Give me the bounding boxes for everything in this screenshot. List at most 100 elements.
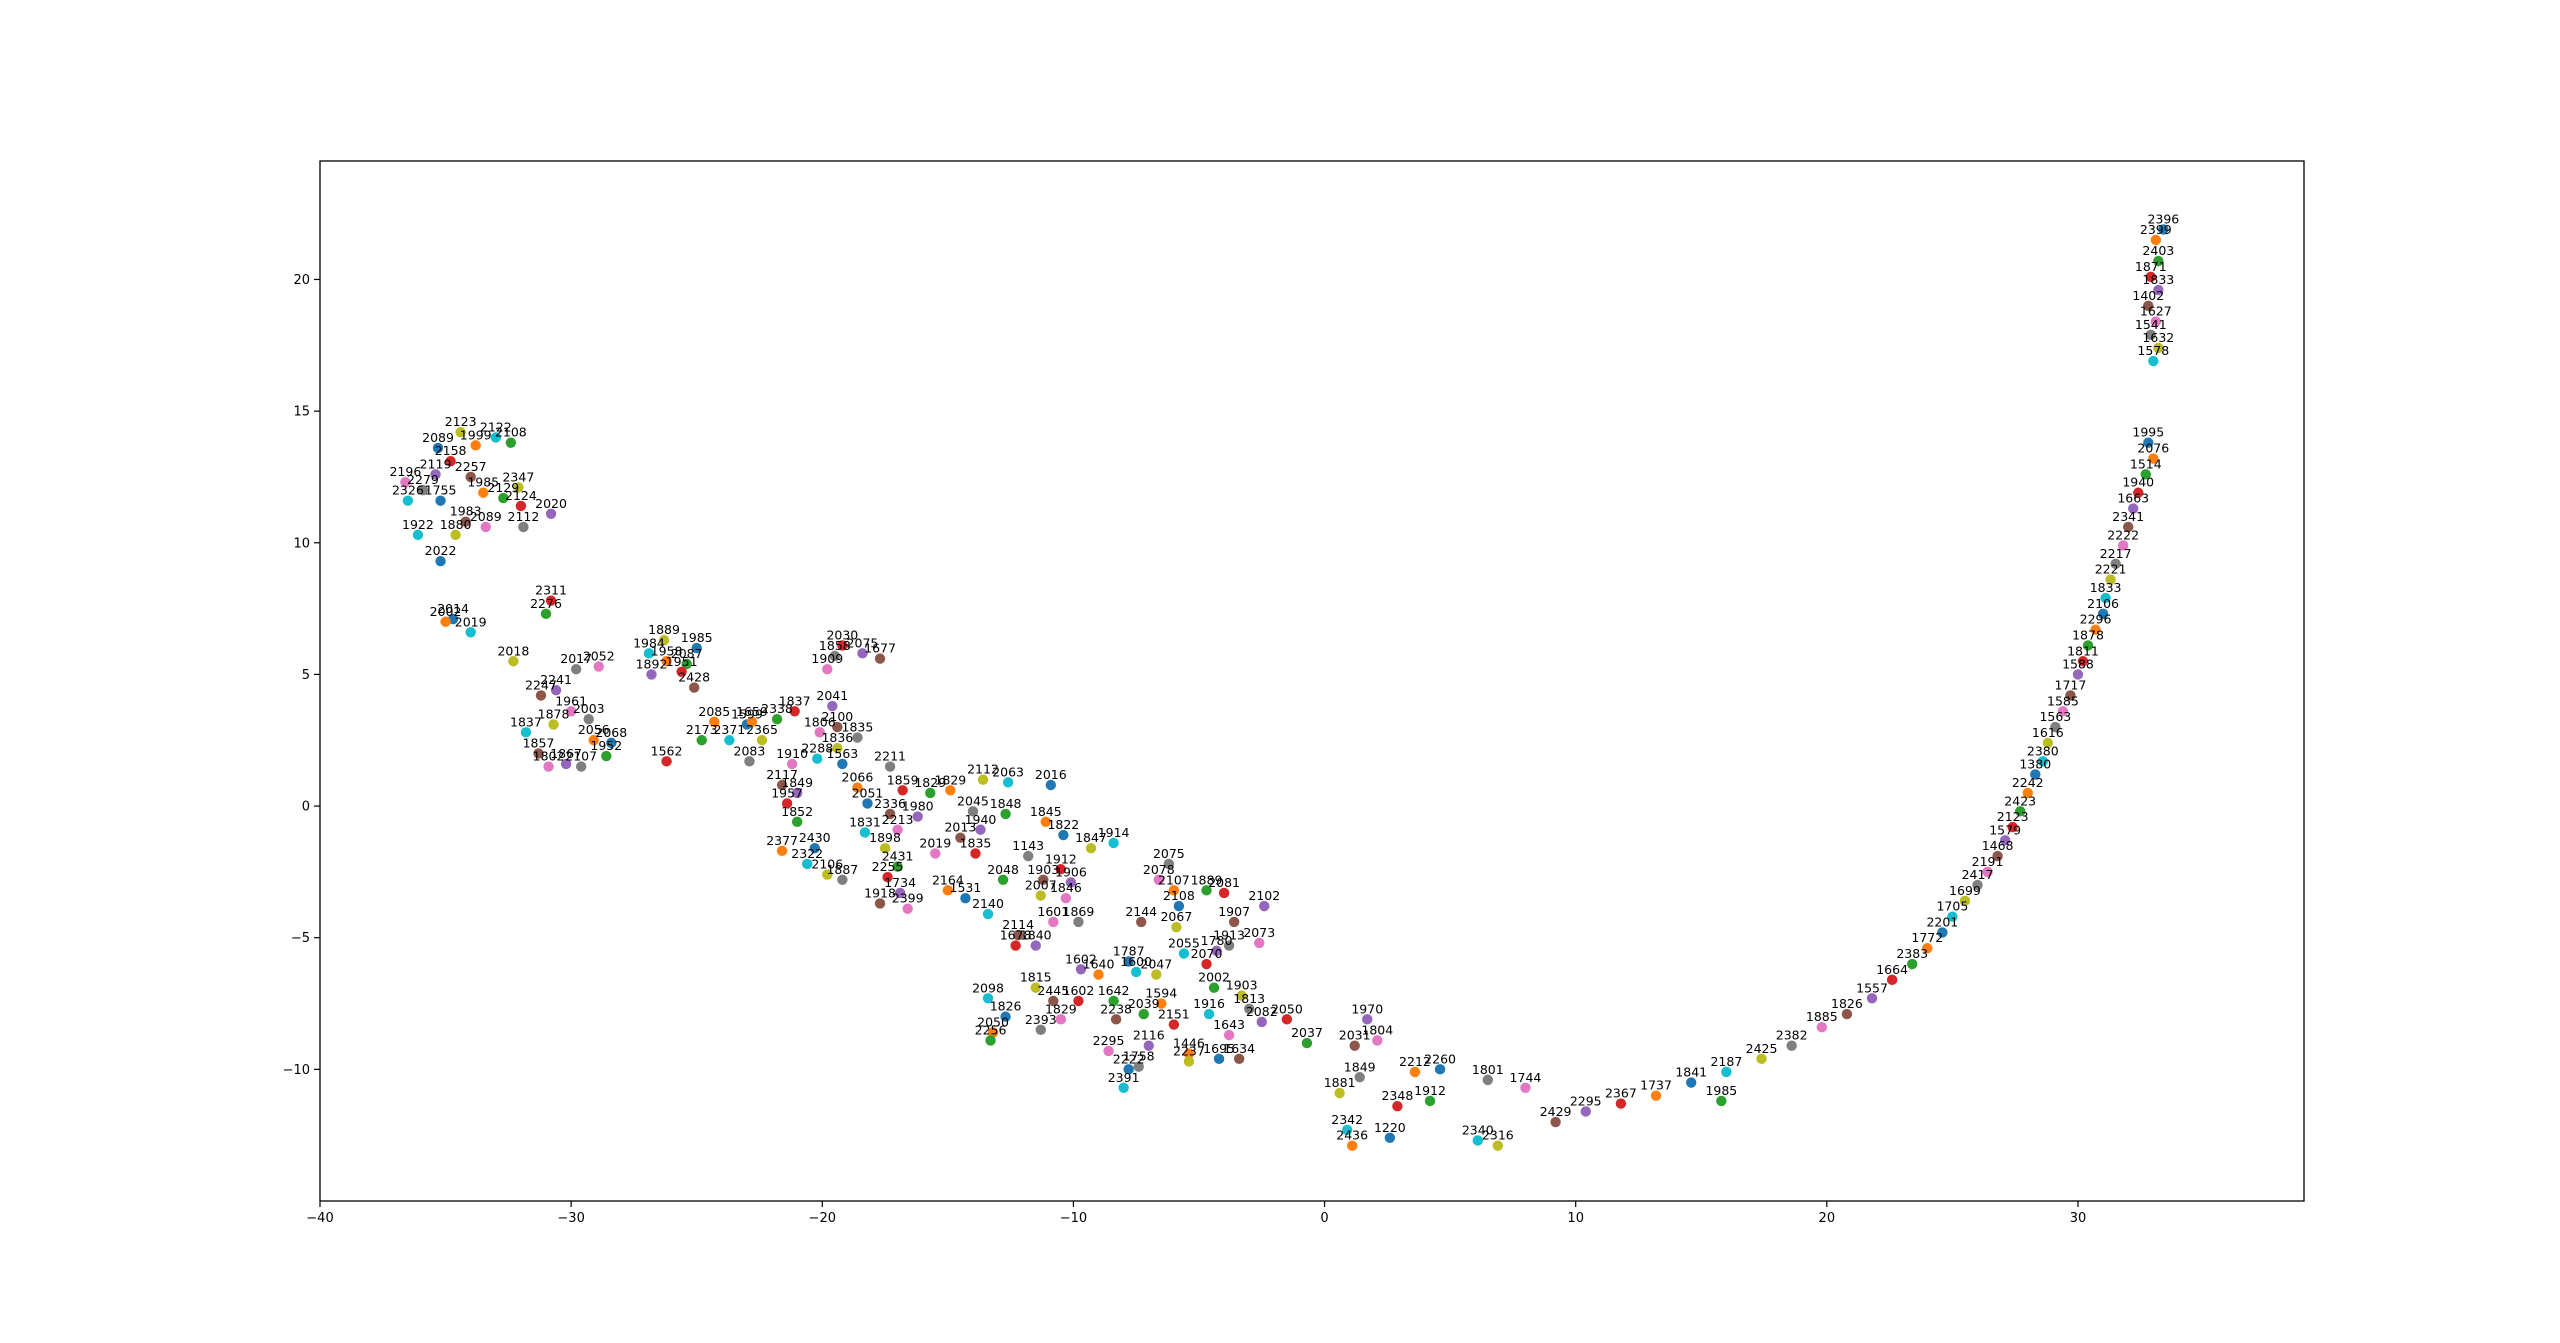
- data-point-label: 2016: [1035, 767, 1067, 782]
- data-point: [789, 706, 800, 717]
- data-point-label: 1826: [990, 999, 1022, 1014]
- data-point-label: 1912: [1414, 1083, 1446, 1098]
- data-point: [400, 477, 411, 488]
- data-point-label: 2124: [505, 488, 537, 503]
- data-point: [1163, 858, 1175, 870]
- data-point-label: 1909: [811, 651, 843, 666]
- data-point: [822, 869, 833, 880]
- data-point-label: 2002: [430, 604, 462, 619]
- data-point: [892, 861, 903, 872]
- data-point: [2153, 342, 2164, 354]
- data-point: [1138, 1008, 1149, 1020]
- data-point: [852, 782, 863, 793]
- data-point-label: 2066: [842, 770, 874, 785]
- data-point: [1349, 1040, 1360, 1051]
- data-point: [570, 663, 582, 675]
- data-point: [1030, 940, 1041, 951]
- data-point: [1123, 1064, 1134, 1075]
- data-point: [1168, 885, 1180, 896]
- data-point: [1048, 916, 1059, 928]
- data-point-label: 1734: [884, 875, 916, 890]
- data-point: [508, 656, 519, 667]
- data-point-label: 2013: [944, 820, 976, 835]
- data-point: [691, 642, 702, 654]
- data-point-label: 1892: [636, 656, 668, 671]
- data-point: [1040, 816, 1051, 828]
- data-point: [1972, 879, 1983, 891]
- data-point-label: 1835: [960, 835, 992, 850]
- data-point: [583, 713, 594, 725]
- data-point: [2072, 669, 2084, 680]
- data-point: [2015, 806, 2026, 817]
- data-point: [832, 742, 843, 754]
- data-point: [1550, 1116, 1561, 1128]
- data-point: [1103, 1045, 1114, 1057]
- x-tick-label: 10: [1567, 1211, 1584, 1226]
- data-point: [1756, 1053, 1767, 1065]
- y-tick-label: 5: [302, 668, 310, 683]
- data-point-label: 1640: [1083, 957, 1115, 972]
- data-point: [490, 432, 501, 443]
- data-point: [1023, 850, 1034, 862]
- data-point-label: 1627: [2140, 304, 2172, 319]
- data-point: [985, 1035, 996, 1046]
- data-point: [827, 700, 838, 712]
- data-point-label: 1705: [1936, 899, 1968, 914]
- data-point: [478, 487, 489, 498]
- data-point-label: 2050: [1271, 1001, 1303, 1016]
- data-point: [1110, 1014, 1122, 1025]
- data-point: [1947, 911, 1958, 922]
- data-point: [1362, 1014, 1373, 1025]
- data-point-label: 1664: [1876, 962, 1908, 977]
- data-point-label: 2399: [2140, 222, 2172, 237]
- data-point: [1233, 1053, 1245, 1065]
- data-point: [1866, 993, 1878, 1004]
- data-point-label: 1826: [1831, 996, 1863, 1011]
- data-point: [1922, 943, 1933, 954]
- data-point-label: 2083: [734, 743, 766, 758]
- data-point: [1048, 995, 1059, 1007]
- data-point: [565, 706, 577, 717]
- data-point-label: 1632: [2142, 330, 2174, 345]
- data-point-label: 1887: [826, 862, 858, 877]
- data-point-label: 2098: [972, 980, 1004, 995]
- data-point: [470, 440, 481, 451]
- data-point: [2030, 769, 2041, 780]
- data-point: [925, 787, 936, 799]
- data-point: [1203, 1008, 1215, 1020]
- data-point-label: 2047: [1140, 957, 1172, 972]
- data-point-label: 1802: [533, 749, 565, 764]
- data-point-label: 2316: [1482, 1128, 1514, 1143]
- data-point-label: 2255: [872, 859, 904, 874]
- data-point-label: 2382: [1776, 1028, 1808, 1043]
- data-point-label: 2112: [508, 509, 540, 524]
- data-point: [412, 529, 424, 541]
- data-point: [1254, 937, 1265, 949]
- data-point: [814, 727, 825, 738]
- data-point-label: 1859: [887, 772, 919, 787]
- data-point-label: 1880: [440, 517, 472, 532]
- data-point-label: 1220: [1374, 1120, 1406, 1135]
- data-point-label: 2003: [573, 701, 605, 716]
- data-point: [430, 469, 441, 480]
- data-point-label: 2222: [2107, 527, 2139, 542]
- data-point-label: 1837: [510, 714, 542, 729]
- data-point: [930, 848, 941, 859]
- data-point-label: 1829: [934, 772, 966, 787]
- data-point-label: 2002: [1198, 970, 1230, 985]
- data-point: [897, 785, 908, 796]
- data-point: [1143, 1040, 1154, 1051]
- data-point-label: 2052: [583, 649, 615, 664]
- x-tick-label: −30: [557, 1211, 584, 1226]
- data-point-label: 1801: [1472, 1062, 1504, 1077]
- data-point: [2050, 721, 2061, 733]
- data-point: [756, 735, 768, 746]
- data-point-label: 1922: [402, 517, 434, 532]
- data-point-label: 1898: [869, 830, 901, 845]
- data-point-label: 2342: [1331, 1112, 1363, 1127]
- data-point-label: 2417: [1962, 867, 1994, 882]
- data-point-label: 2158: [435, 443, 467, 458]
- data-point-label: 2217: [2100, 546, 2132, 561]
- data-point-label: 1835: [842, 720, 874, 735]
